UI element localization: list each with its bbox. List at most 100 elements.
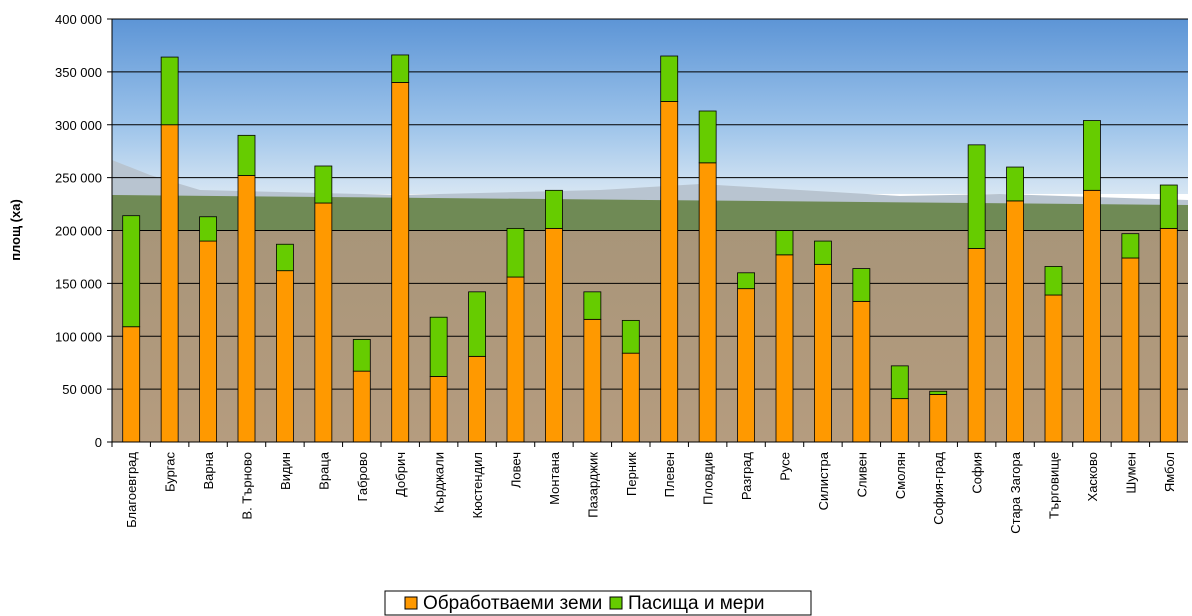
- bar-segment: [506, 227, 525, 278]
- x-tick-label: Русе: [778, 452, 793, 481]
- bar-segment: [583, 291, 602, 320]
- bar-segment: [814, 263, 832, 443]
- x-tick-label: Ловеч: [509, 452, 524, 488]
- bar-segment: [1006, 200, 1024, 443]
- x-tick-label: Добрич: [393, 452, 408, 497]
- bar-segment: [1121, 233, 1140, 259]
- bar-segment: [237, 134, 256, 176]
- legend-swatch: [404, 596, 418, 610]
- y-tick-label: 50 000: [62, 382, 102, 397]
- bar-segment: [890, 365, 909, 400]
- x-tick-label: Благоевград: [124, 452, 139, 528]
- x-tick-label: Враца: [316, 451, 331, 490]
- bar-segment: [775, 254, 794, 443]
- bar-segment: [698, 110, 717, 164]
- bar-segment: [545, 227, 563, 443]
- bar-segment: [122, 215, 141, 328]
- legend-label: Пасища и мери: [628, 593, 765, 614]
- bar-segment: [160, 124, 179, 443]
- bar-segment: [852, 268, 871, 302]
- y-tick-label: 0: [95, 435, 102, 450]
- bar-segment: [737, 288, 755, 443]
- bar-segment: [429, 376, 448, 443]
- x-tick-label: Пловдив: [701, 452, 716, 505]
- x-tick-label: Хасково: [1085, 452, 1100, 501]
- bar-segment: [775, 230, 794, 256]
- bar-segment: [314, 165, 333, 204]
- x-tick-label: Стара Загора: [1008, 451, 1023, 533]
- x-tick-label: Смолян: [893, 452, 908, 499]
- y-tick-label: 100 000: [55, 329, 102, 344]
- bar-segment: [1083, 189, 1101, 443]
- x-tick-label: Кюстендил: [470, 452, 485, 518]
- x-tick-label: София: [970, 452, 985, 494]
- x-tick-label: Бургас: [163, 452, 178, 493]
- bar-segment: [122, 326, 141, 443]
- x-tick-label: Кърджали: [432, 452, 447, 513]
- bar-segment: [160, 56, 179, 126]
- bar-segment: [660, 101, 679, 443]
- x-tick-label: Монтана: [547, 451, 562, 505]
- bar-segment: [199, 216, 217, 242]
- y-tick-label: 300 000: [55, 118, 102, 133]
- bar-segment: [852, 300, 871, 443]
- x-tick-label: Силистра: [816, 451, 831, 510]
- bar-segment: [1006, 166, 1024, 202]
- bar-segment: [468, 355, 486, 443]
- bar-segment: [660, 55, 679, 102]
- x-tick-label: Габрово: [355, 452, 370, 501]
- bar-segment: [967, 248, 986, 443]
- bar-segment: [468, 291, 486, 357]
- legend-label: Обработваеми земи: [423, 593, 602, 614]
- bar-segment: [199, 240, 217, 443]
- x-tick-label: София-град: [931, 452, 946, 525]
- bar-segment: [621, 352, 640, 443]
- y-tick-label: 350 000: [55, 65, 102, 80]
- x-tick-label: Шумен: [1123, 452, 1138, 494]
- bar-segment: [814, 240, 832, 265]
- x-tick-label: Варна: [201, 451, 216, 489]
- bar-segment: [1159, 227, 1178, 443]
- x-tick-label: Перник: [624, 452, 639, 496]
- bar-segment: [545, 189, 563, 229]
- x-tick-label: Видин: [278, 452, 293, 490]
- legend-swatch: [609, 596, 623, 610]
- x-tick-label: Пазарджик: [585, 452, 600, 518]
- bar-segment: [506, 276, 525, 443]
- bar-segment: [583, 318, 602, 443]
- x-tick-label: Ямбол: [1162, 452, 1177, 492]
- x-tick-label: Плевен: [662, 452, 677, 497]
- bar-segment: [1044, 266, 1063, 296]
- bar-segment: [890, 398, 909, 443]
- legend: [384, 590, 812, 616]
- bar-segment: [967, 144, 986, 249]
- y-tick-label: 200 000: [55, 224, 102, 239]
- x-tick-label: Сливен: [854, 452, 869, 497]
- bar-segment: [276, 243, 294, 272]
- bar-segment: [352, 339, 371, 372]
- bar-segment: [1083, 120, 1101, 191]
- y-tick-label: 400 000: [55, 12, 102, 27]
- bar-segment: [698, 162, 717, 443]
- bar-segment: [621, 319, 640, 354]
- bar-segment: [352, 370, 371, 443]
- bar-segment: [1121, 257, 1140, 443]
- bar-segment: [237, 175, 256, 443]
- bar-segment: [391, 54, 410, 83]
- bar-segment: [737, 272, 755, 290]
- bar-segment: [929, 390, 948, 395]
- bar-segment: [391, 82, 410, 443]
- y-tick-label: 250 000: [55, 171, 102, 186]
- bar-segment: [314, 202, 333, 443]
- y-axis-label: площ (ха): [8, 199, 23, 261]
- x-tick-label: Търговище: [1047, 452, 1062, 519]
- bar-segment: [929, 394, 948, 443]
- bar-segment: [1159, 184, 1178, 229]
- x-tick-label: В. Търново: [240, 452, 255, 520]
- bar-segment: [276, 270, 294, 443]
- y-tick-label: 150 000: [55, 276, 102, 291]
- bar-segment: [1044, 294, 1063, 443]
- bar-segment: [429, 316, 448, 377]
- x-tick-label: Разград: [739, 452, 754, 500]
